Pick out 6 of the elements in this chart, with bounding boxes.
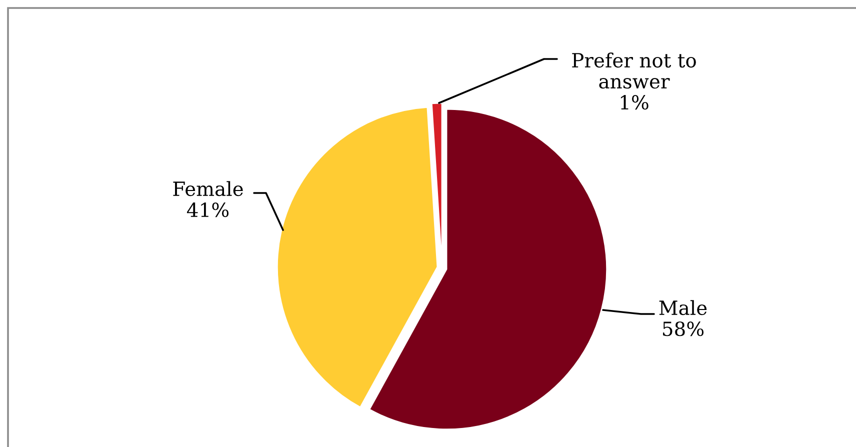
data-label: 1%	[620, 94, 648, 110]
slice-label: Female	[173, 181, 243, 196]
data-label: 41%	[186, 202, 229, 218]
data-label: 58%	[663, 321, 704, 336]
slice-label: Male	[659, 300, 707, 316]
slice-label: Prefer not to answer	[572, 52, 696, 89]
